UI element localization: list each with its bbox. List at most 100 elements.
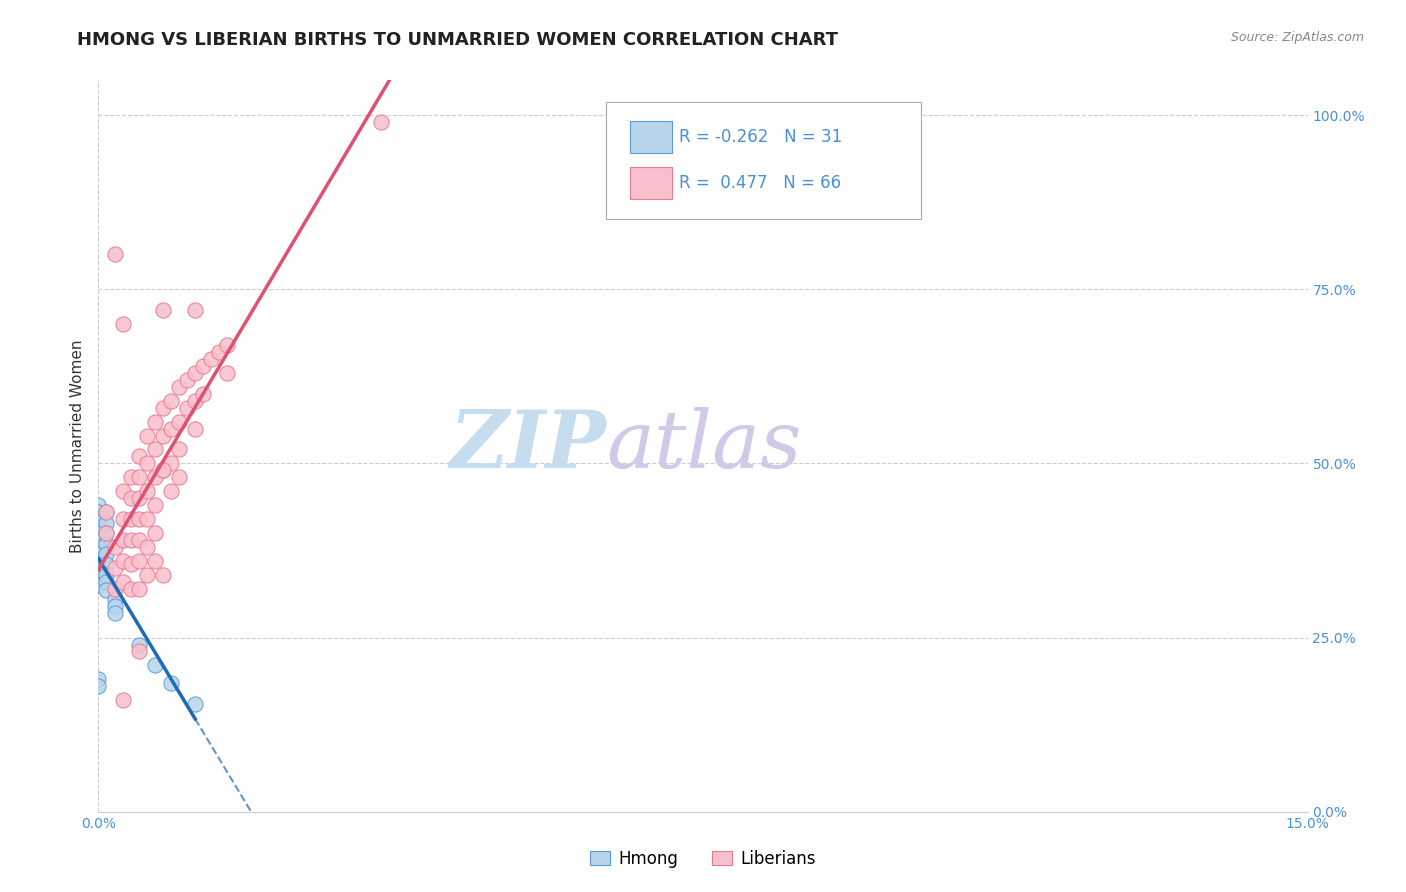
Point [87,578,110,592]
Point [96,583,118,598]
Point [96,574,118,589]
Point [103,582,125,596]
Point [120,582,142,596]
Text: Source: ZipAtlas.com: Source: ZipAtlas.com [1230,31,1364,45]
Point [128,470,150,484]
Point [128,644,150,658]
Point [370,115,392,129]
Point [184,366,207,380]
Point [103,592,125,607]
Point [87,565,110,579]
Point [160,484,183,499]
Point [96,567,118,582]
Point [152,401,174,415]
FancyBboxPatch shape [606,103,921,219]
Point [184,421,207,435]
Point [128,638,150,652]
Point [128,533,150,547]
Point [176,401,198,415]
Point [167,470,190,484]
Point [193,359,215,373]
Point [111,693,134,707]
Point [152,428,174,442]
Point [143,415,166,429]
Point [135,540,157,554]
Point [87,512,110,526]
Point [96,547,118,561]
Point [87,516,110,530]
Point [160,676,183,690]
Point [160,457,183,471]
Point [160,393,183,408]
Point [96,558,118,572]
Point [208,345,231,359]
Text: atlas: atlas [606,408,801,484]
Text: HMONG VS LIBERIAN BIRTHS TO UNMARRIED WOMEN CORRELATION CHART: HMONG VS LIBERIAN BIRTHS TO UNMARRIED WO… [77,31,838,49]
Point [135,457,157,471]
Point [143,658,166,673]
Point [135,484,157,499]
Y-axis label: Births to Unmarried Women: Births to Unmarried Women [69,339,84,553]
Point [160,421,183,435]
Legend: Hmong, Liberians: Hmong, Liberians [583,844,823,875]
Point [111,317,134,331]
Point [128,554,150,568]
Point [128,512,150,526]
Text: ZIP: ZIP [450,408,606,484]
Point [87,561,110,575]
Point [111,484,134,499]
Point [103,247,125,261]
Point [96,526,118,541]
Point [167,415,190,429]
Point [103,599,125,614]
Point [120,512,142,526]
Point [96,526,118,541]
Point [143,470,166,484]
Point [96,505,118,519]
Point [120,491,142,506]
Point [217,338,239,352]
Point [103,540,125,554]
Point [135,512,157,526]
Point [135,567,157,582]
Point [87,571,110,585]
Point [96,505,118,519]
Point [103,561,125,575]
Text: R = -0.262   N = 31: R = -0.262 N = 31 [679,128,842,146]
Point [96,536,118,550]
Point [87,679,110,693]
Point [152,567,174,582]
Point [87,540,110,554]
Point [87,505,110,519]
Point [111,512,134,526]
FancyBboxPatch shape [630,121,672,153]
Point [103,606,125,620]
Point [111,554,134,568]
Point [111,574,134,589]
Point [143,526,166,541]
Point [176,373,198,387]
Point [120,470,142,484]
Point [193,386,215,401]
Point [184,697,207,711]
Text: R =  0.477   N = 66: R = 0.477 N = 66 [679,174,841,192]
Point [128,582,150,596]
Point [167,442,190,457]
Point [120,533,142,547]
Point [87,533,110,547]
Point [120,558,142,572]
Point [217,366,239,380]
Point [184,303,207,318]
Point [184,393,207,408]
Point [143,498,166,512]
Point [87,547,110,561]
Point [87,554,110,568]
Point [96,516,118,530]
Point [143,554,166,568]
Point [128,450,150,464]
Point [87,498,110,512]
Point [87,673,110,687]
Point [167,380,190,394]
Point [135,428,157,442]
Point [143,442,166,457]
